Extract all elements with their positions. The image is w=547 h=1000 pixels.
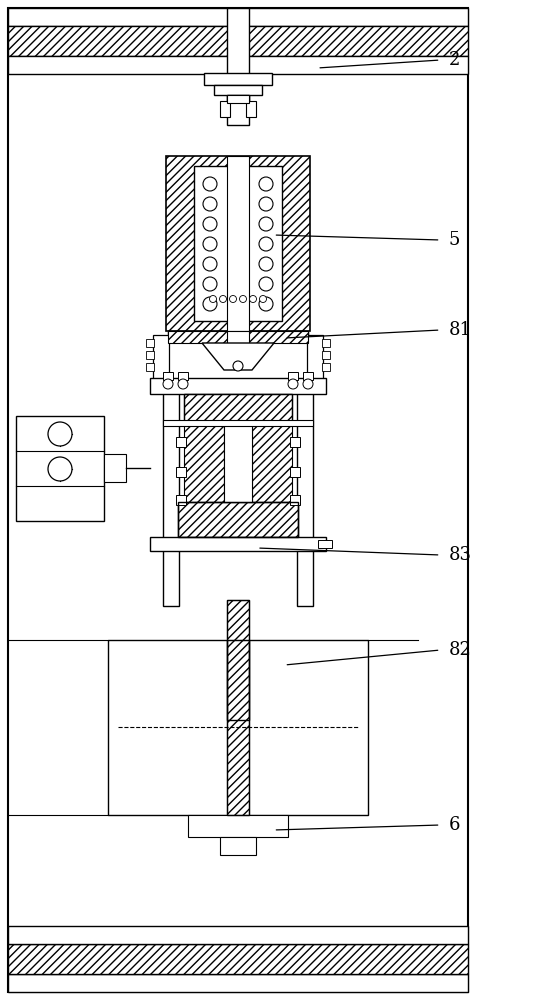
Bar (184, 394, 292, 422)
Bar (150, 378, 326, 394)
Circle shape (259, 297, 273, 311)
Text: 81: 81 (449, 321, 472, 339)
Text: 6: 6 (449, 816, 460, 834)
Bar (303, 372, 313, 380)
Bar (163, 386, 179, 606)
Circle shape (259, 197, 273, 211)
Circle shape (203, 257, 217, 271)
Bar (8, 56, 468, 74)
Polygon shape (252, 422, 292, 502)
Circle shape (203, 297, 217, 311)
Bar (176, 467, 186, 477)
Bar (290, 495, 300, 505)
Bar (8, 974, 468, 992)
Circle shape (259, 277, 273, 291)
Bar (178, 502, 298, 537)
Circle shape (219, 296, 226, 302)
Circle shape (233, 361, 243, 371)
Bar (150, 537, 326, 551)
Bar (178, 502, 298, 537)
Bar (214, 85, 262, 95)
Bar (220, 101, 230, 117)
Bar (8, 944, 468, 974)
Circle shape (203, 197, 217, 211)
Polygon shape (184, 422, 224, 502)
Bar (194, 166, 282, 321)
Bar (146, 351, 154, 359)
Circle shape (203, 177, 217, 191)
Bar (176, 495, 186, 505)
Bar (166, 156, 310, 331)
Circle shape (178, 379, 188, 389)
Bar (184, 394, 292, 422)
Circle shape (259, 296, 266, 302)
Bar (8, 26, 468, 56)
Bar (227, 600, 249, 720)
Text: 5: 5 (449, 231, 460, 249)
Bar (146, 363, 154, 371)
Bar (176, 437, 186, 447)
Bar (220, 837, 256, 855)
Bar (227, 640, 249, 815)
Text: 82: 82 (449, 641, 472, 659)
Circle shape (288, 379, 298, 389)
Bar (246, 101, 256, 117)
Bar (146, 339, 154, 347)
Text: 2: 2 (449, 51, 460, 69)
Circle shape (203, 217, 217, 231)
Circle shape (259, 257, 273, 271)
Bar (322, 339, 330, 347)
Circle shape (230, 296, 236, 302)
Bar (227, 95, 249, 103)
Bar (227, 640, 249, 815)
Bar (290, 437, 300, 447)
Bar (227, 95, 249, 125)
Bar (178, 372, 188, 380)
Bar (108, 640, 368, 815)
Circle shape (259, 237, 273, 251)
Bar (318, 540, 332, 548)
Bar (16, 416, 104, 521)
Bar (104, 454, 126, 482)
Polygon shape (202, 343, 274, 370)
Bar (8, 8, 468, 26)
Bar (153, 335, 169, 381)
Bar (163, 420, 313, 426)
Bar (163, 372, 173, 380)
Circle shape (259, 177, 273, 191)
Bar (224, 422, 252, 502)
Circle shape (163, 379, 173, 389)
Bar (188, 815, 288, 837)
Bar (288, 372, 298, 380)
Bar (322, 351, 330, 359)
Bar (204, 73, 272, 85)
Bar (168, 331, 308, 386)
Bar (322, 363, 330, 371)
Circle shape (210, 296, 217, 302)
Circle shape (240, 296, 247, 302)
Circle shape (303, 379, 313, 389)
Bar (227, 156, 249, 331)
Bar (297, 386, 313, 606)
Circle shape (203, 277, 217, 291)
Bar (8, 926, 468, 944)
Bar (290, 467, 300, 477)
Bar (307, 335, 323, 381)
Circle shape (48, 422, 72, 446)
Bar (227, 8, 249, 103)
Bar (227, 331, 249, 351)
Circle shape (249, 296, 257, 302)
Circle shape (203, 237, 217, 251)
Circle shape (48, 457, 72, 481)
Circle shape (259, 217, 273, 231)
Bar (168, 331, 308, 343)
Bar (8, 8, 468, 992)
Text: 83: 83 (449, 546, 472, 564)
Bar (227, 600, 249, 720)
